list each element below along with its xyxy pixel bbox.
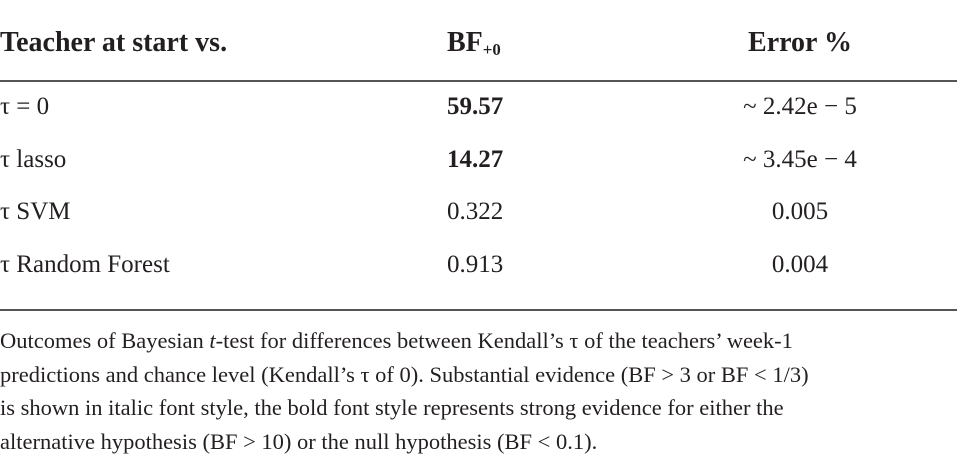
table-cell: 0.004 [771,250,829,278]
caption-text: Outcomes of Bayesian [0,328,210,353]
table-cell: τ Random Forest [0,250,170,278]
header-cell: BF+0 [447,28,501,65]
header-cell: Error % [748,28,852,58]
caption-text: predictions and chance level (Kendall’s … [0,361,809,387]
table-cell: 59.57 [447,93,504,120]
table-cell: 0.913 [447,250,504,278]
caption-text: -test for differences between Kendall’s … [215,328,793,353]
caption-line: Outcomes of Bayesian t-test for differen… [0,326,957,356]
header-subscript: +0 [482,40,501,60]
table-cell: τ SVM [0,198,71,225]
bottom-rule [0,309,957,311]
table-cell: 0.005 [771,198,829,225]
table-cell: 14.27 [447,145,504,173]
caption-text: t [209,328,216,353]
table-cell: 0.322 [447,198,504,225]
caption-line: predictions and chance level (Kendall’s … [0,360,957,390]
header-text: BF [447,27,483,58]
caption-line: is shown in italic font style, the bold … [0,393,957,423]
table-cell: τ lasso [0,145,67,173]
caption-line: alternative hypothesis (BF > 10) or the … [0,427,957,457]
header-rule [0,80,957,82]
table-cell: ~ 2.42e − 5 [743,93,857,120]
caption-text: is shown in italic font style, the bold … [0,395,784,420]
header-text: Error % [748,27,852,58]
header-cell: Teacher at start vs. [0,28,227,58]
caption-text: alternative hypothesis (BF > 10) or the … [0,428,598,454]
table-cell: ~ 3.45e − 4 [743,145,857,173]
table-cell: τ = 0 [0,93,50,120]
header-text: Teacher at start vs. [0,27,228,58]
